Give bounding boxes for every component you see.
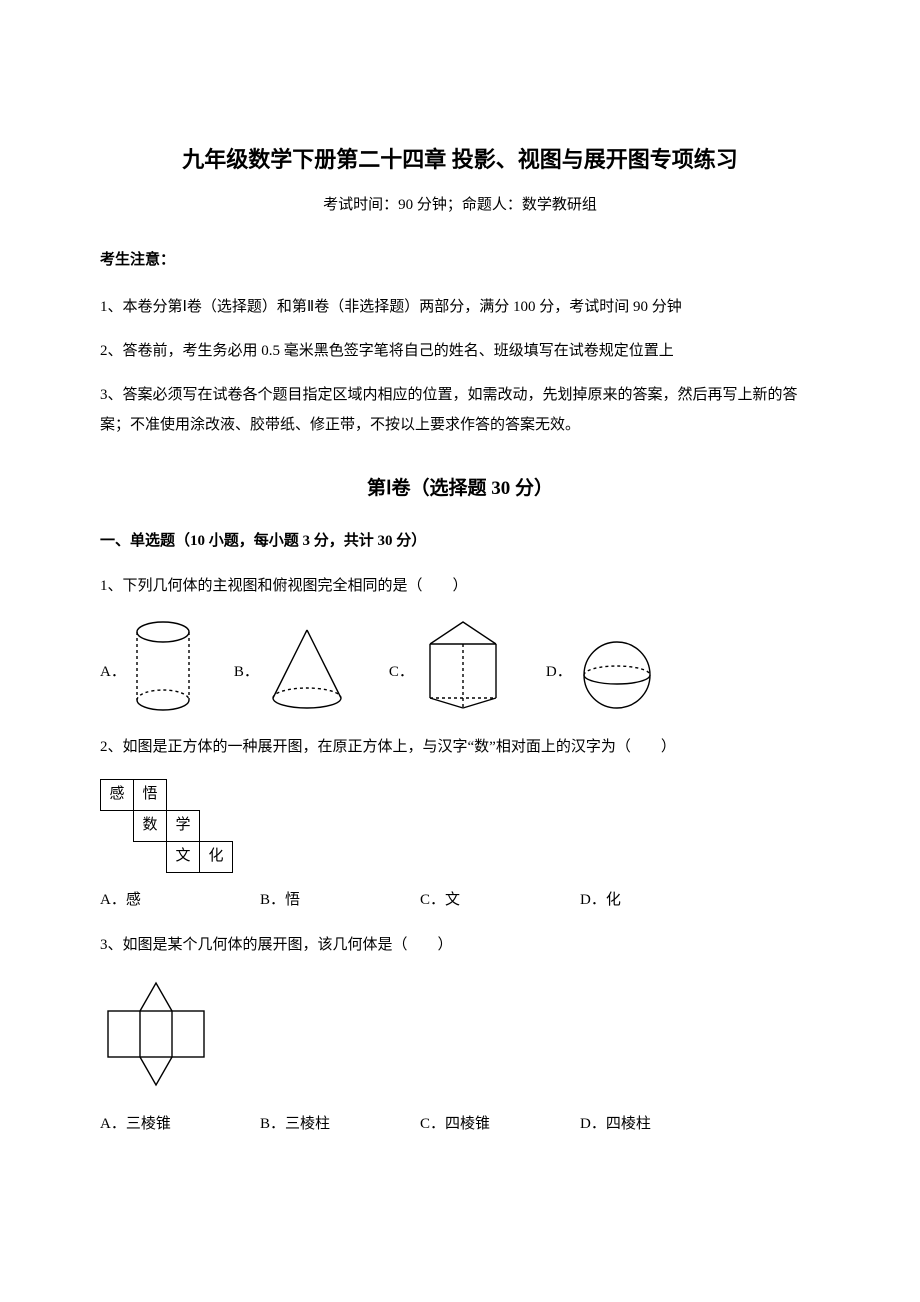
notice-3: 3、答案必须写在试卷各个题目指定区域内相应的位置，如需改动，先划掉原来的答案，然…: [100, 380, 820, 440]
page-title: 九年级数学下册第二十四章 投影、视图与展开图专项练习: [100, 140, 820, 180]
q1-option-c: C．: [389, 618, 506, 714]
option-letter: D．: [546, 659, 572, 714]
prism-net-icon: [100, 977, 220, 1097]
question-3-options: A．三棱锥 B．三棱柱 C．四棱锥 D．四棱柱: [100, 1111, 820, 1138]
notice-2: 2、答卷前，考生务必用 0.5 毫米黑色签字笔将自己的姓名、班级填写在试卷规定位…: [100, 336, 820, 366]
section-1-heading: 一、单选题（10 小题，每小题 3 分，共计 30 分）: [100, 528, 820, 555]
q1-option-a: A．: [100, 620, 194, 714]
net-cell: 文: [167, 841, 200, 872]
sphere-icon: [578, 636, 656, 714]
exam-info: 考试时间：90 分钟；命题人：数学教研组: [100, 192, 820, 219]
net-cell: 感: [101, 779, 134, 810]
net-cell: 悟: [134, 779, 167, 810]
net-cell: 学: [167, 810, 200, 841]
option-letter: C．: [389, 659, 414, 714]
question-1-options: A． B． C．: [100, 618, 820, 714]
question-1-text: 1、下列几何体的主视图和俯视图完全相同的是（ ）: [100, 573, 820, 600]
q3-option-a: A．三棱锥: [100, 1111, 260, 1138]
cone-icon: [265, 624, 349, 714]
page: 九年级数学下册第二十四章 投影、视图与展开图专项练习 考试时间：90 分钟；命题…: [0, 0, 920, 1236]
q3-option-b: B．三棱柱: [260, 1111, 420, 1138]
cylinder-icon: [132, 620, 194, 714]
q3-option-c: C．四棱锥: [420, 1111, 580, 1138]
notice-heading: 考生注意：: [100, 247, 820, 274]
part-1-heading: 第Ⅰ卷（选择题 30 分）: [100, 472, 820, 506]
q2-option-d: D．化: [580, 887, 740, 914]
notice-1: 1、本卷分第Ⅰ卷（选择题）和第Ⅱ卷（非选择题）两部分，满分 100 分，考试时间…: [100, 292, 820, 322]
question-3-text: 3、如图是某个几何体的展开图，该几何体是（ ）: [100, 932, 820, 959]
q2-option-a: A．感: [100, 887, 260, 914]
triangular-prism-icon: [420, 618, 506, 714]
q2-option-b: B．悟: [260, 887, 420, 914]
question-2-options: A．感 B．悟 C．文 D．化: [100, 887, 820, 914]
q1-option-b: B．: [234, 624, 349, 714]
net-cell: 化: [200, 841, 233, 872]
q2-option-c: C．文: [420, 887, 580, 914]
cube-net-figure: 感 悟 数 学 文 化: [100, 779, 233, 873]
net-cell: 数: [134, 810, 167, 841]
q1-option-d: D．: [546, 636, 656, 714]
q3-option-d: D．四棱柱: [580, 1111, 740, 1138]
option-letter: A．: [100, 659, 126, 714]
option-letter: B．: [234, 659, 259, 714]
question-2-text: 2、如图是正方体的一种展开图，在原正方体上，与汉字“数”相对面上的汉字为（ ）: [100, 734, 820, 761]
